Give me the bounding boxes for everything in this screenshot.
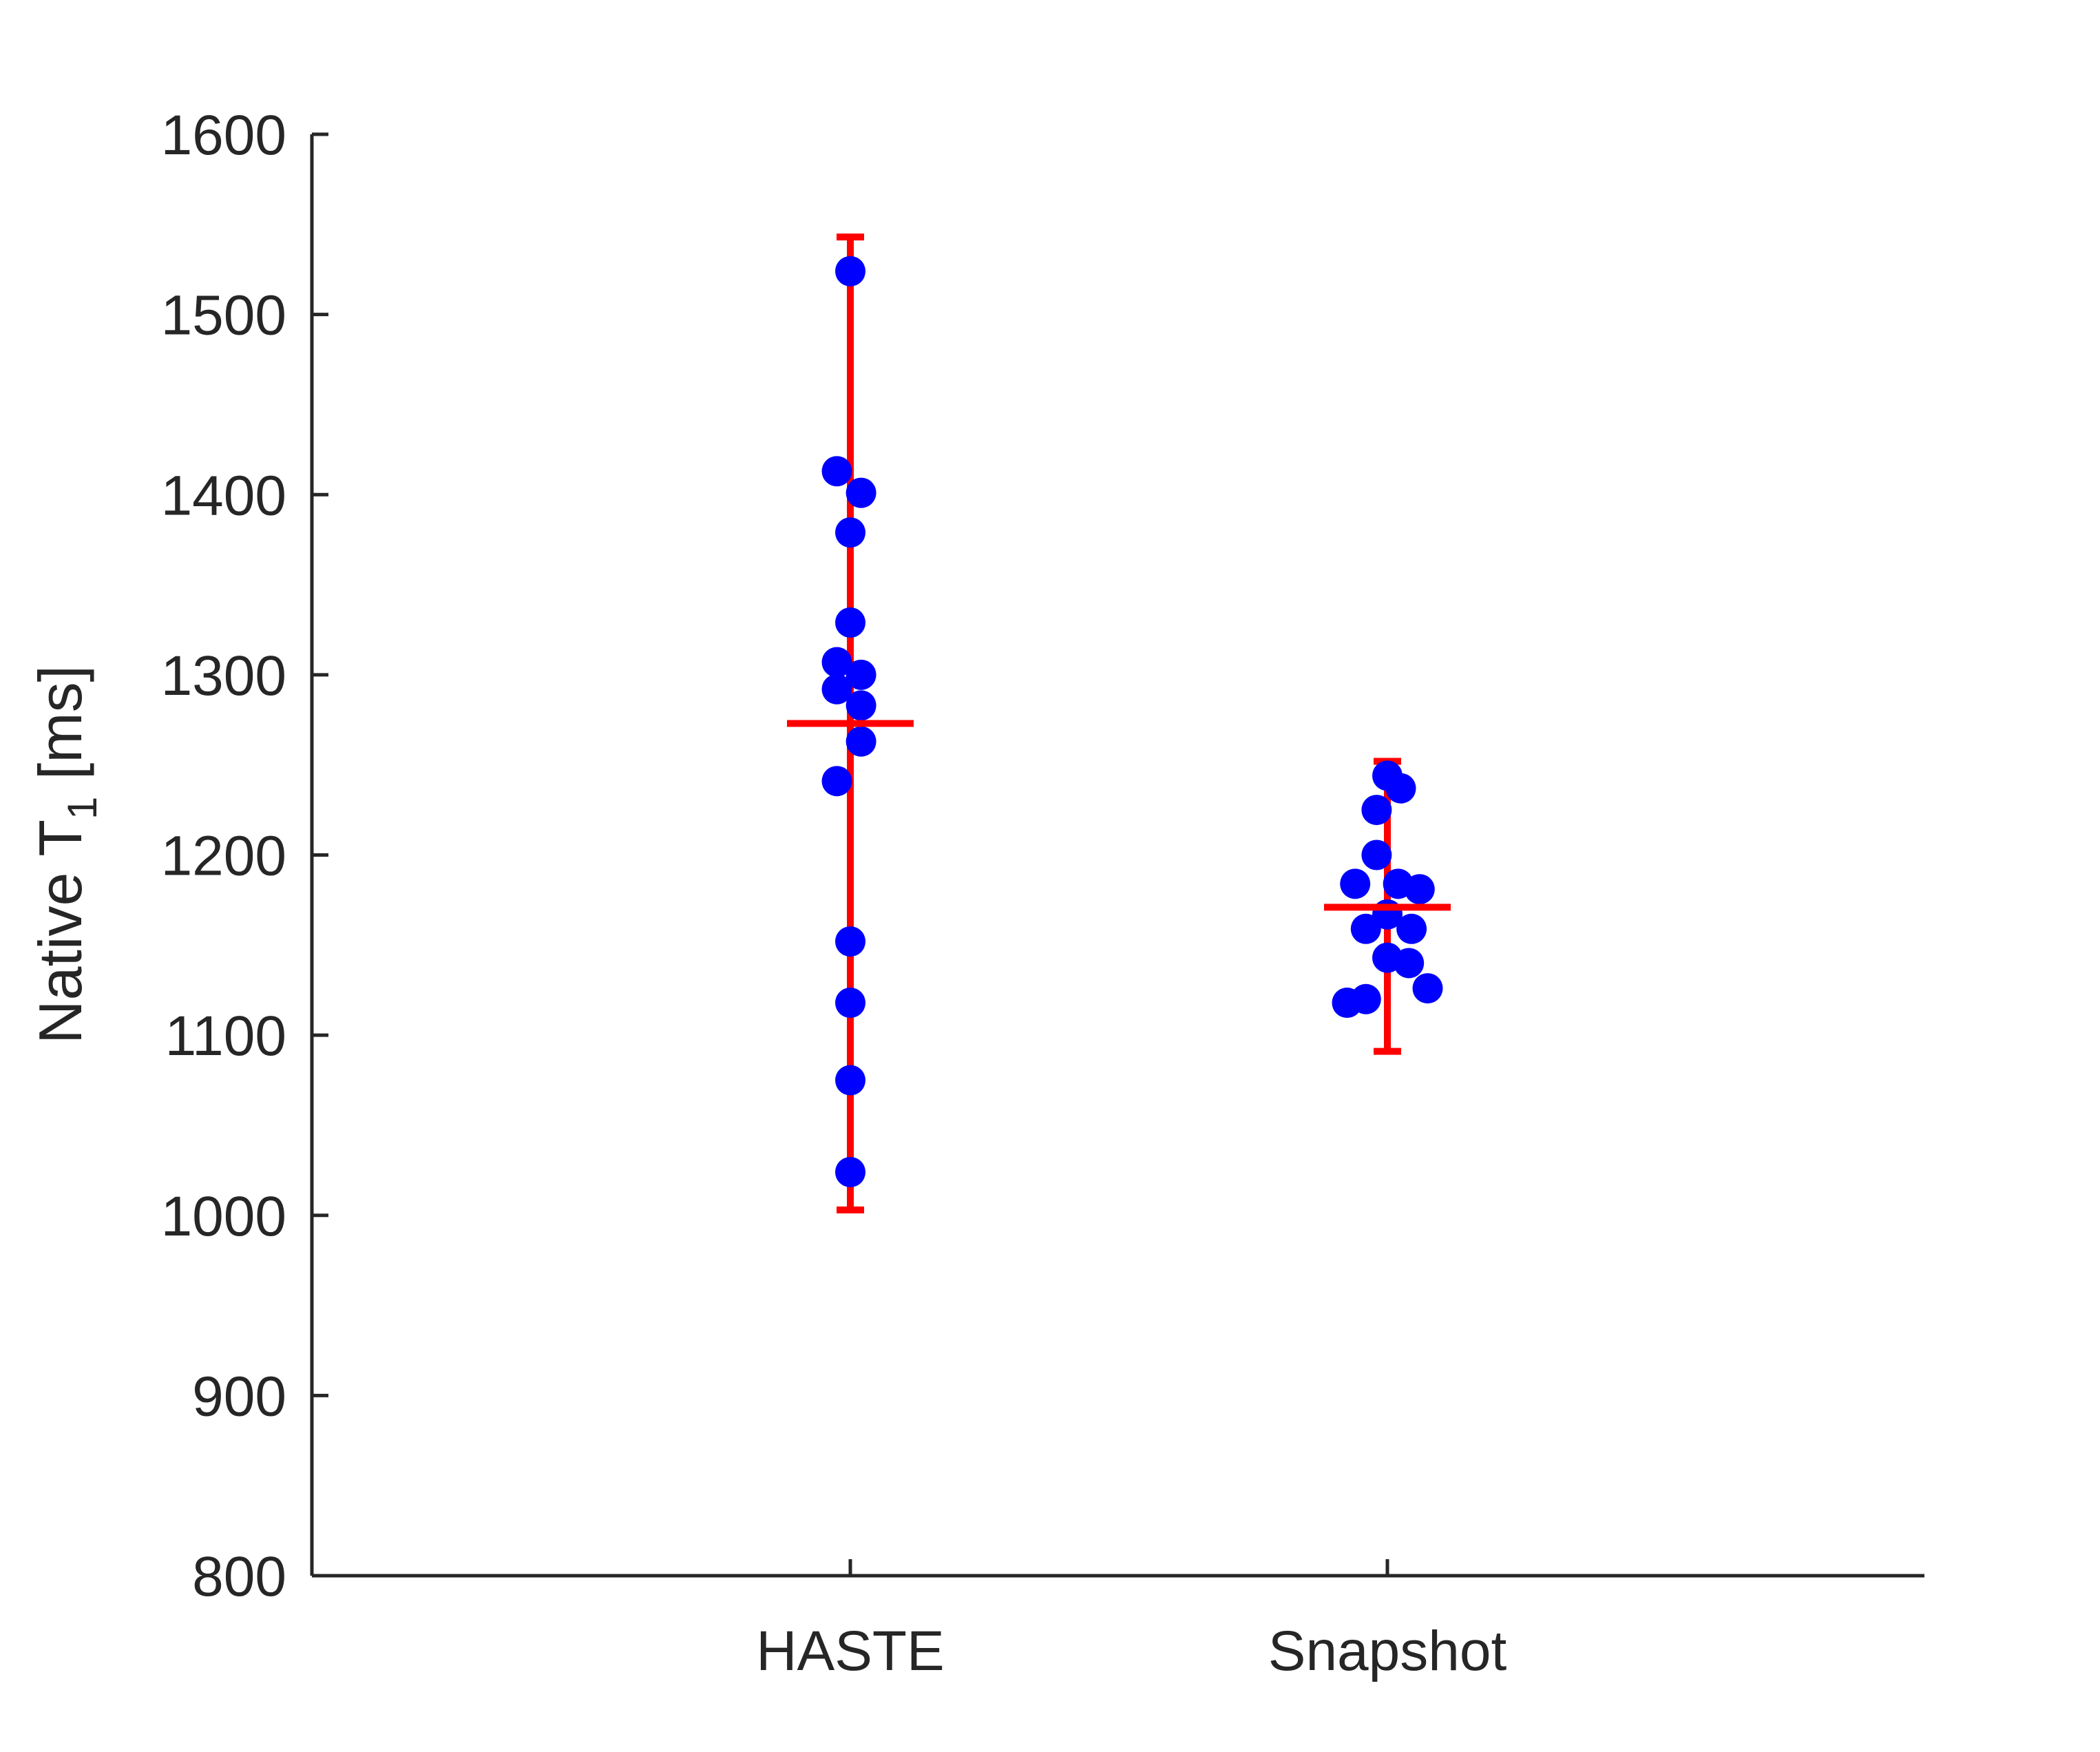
data-point	[1385, 773, 1416, 804]
data-point	[835, 1156, 865, 1187]
y-tick-label: 1200	[161, 825, 286, 888]
data-point	[835, 255, 865, 286]
data-point	[1350, 913, 1381, 944]
y-ticks: 800 900 1000 1100 1200 1300 1400 1500 1600	[161, 104, 328, 1608]
data-point	[846, 659, 876, 690]
data-point	[1394, 948, 1425, 979]
data-point	[1361, 840, 1392, 870]
y-tick-label: 1500	[161, 284, 286, 347]
errorbars	[837, 233, 1401, 1213]
y-tick-label: 1300	[161, 645, 286, 707]
data-point	[821, 456, 852, 487]
y-tick-label: 1000	[161, 1185, 286, 1248]
data-point	[1396, 913, 1427, 944]
data-point	[846, 477, 876, 508]
y-axis-title-suffix: [ms]	[26, 665, 94, 797]
means	[787, 720, 1451, 911]
data-point	[821, 674, 852, 705]
y-tick-label: 1100	[165, 1005, 286, 1067]
y-axis-title: Native T1 [ms]	[26, 665, 105, 1044]
y-tick-label: 800	[192, 1545, 286, 1608]
data-point	[1361, 795, 1392, 826]
data-point	[1340, 868, 1371, 899]
x-tick-label-snapshot: Snapshot	[1268, 1620, 1507, 1682]
data-point	[1412, 973, 1443, 1004]
points	[821, 255, 1443, 1187]
data-point	[835, 988, 865, 1019]
data-point	[846, 690, 876, 721]
y-axis-title-main: Native T	[26, 820, 94, 1044]
y-tick-label: 1600	[161, 104, 286, 167]
data-point	[835, 1065, 865, 1096]
data-point	[835, 517, 865, 548]
x-ticks: HASTE Snapshot	[756, 1559, 1506, 1682]
data-point	[1332, 988, 1363, 1019]
axes	[310, 134, 1924, 1578]
x-tick-label-haste: HASTE	[756, 1620, 944, 1682]
data-point	[1404, 874, 1435, 905]
data-point	[821, 766, 852, 797]
data-point	[846, 726, 876, 757]
y-tick-label: 1400	[161, 464, 286, 527]
y-axis-title-subscript: 1	[59, 797, 105, 820]
y-tick-label: 900	[192, 1365, 286, 1428]
data-point	[835, 607, 865, 638]
data-point	[835, 926, 865, 957]
data-point	[821, 647, 852, 678]
